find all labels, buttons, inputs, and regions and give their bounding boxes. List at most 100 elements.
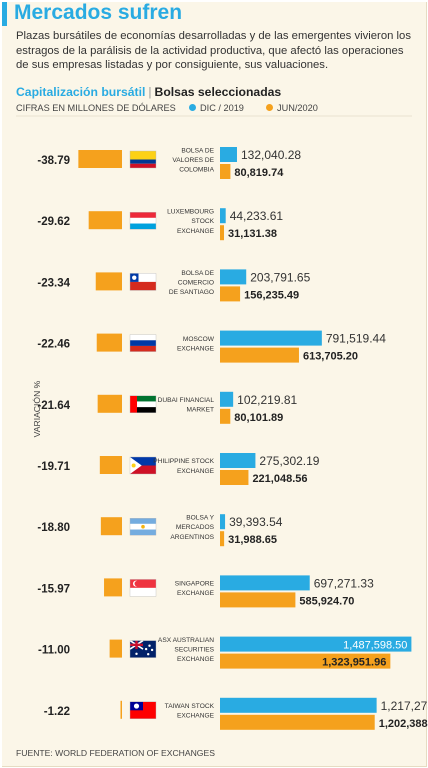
- legend-label-dec: DIC / 2019: [200, 103, 244, 113]
- legend-swatch-dec: [189, 104, 196, 111]
- variation-bar: [95, 272, 122, 291]
- exchange-name-line: EXCHANGE: [177, 345, 215, 352]
- value-label-dec-2019: 44,233.61: [230, 209, 284, 223]
- bar-dec-2019: [220, 453, 256, 468]
- exchange-name-line: EXCHANGE: [177, 590, 215, 597]
- value-label-dec-2019: 1,487,598.50: [343, 640, 407, 652]
- bar-dec-2019: [220, 208, 226, 224]
- value-label-dec-2019: 791,519.44: [326, 332, 386, 346]
- variation-label: -21.64: [37, 400, 70, 412]
- variation-bar: [99, 456, 122, 474]
- exchange-name-line: STOCK: [191, 218, 214, 225]
- exchange-name-line: DE SANTIAGO: [169, 289, 214, 296]
- exchange-name-line: EXCHANGE: [177, 656, 215, 663]
- bar-dec-2019: [220, 697, 377, 713]
- value-label-dec-2019: 102,219.81: [237, 393, 297, 407]
- value-label-jun-2020: 221,048.56: [252, 473, 307, 485]
- value-label-dec-2019: 39,393.54: [229, 515, 283, 529]
- exchange-name-line: EXCHANGE: [177, 468, 215, 475]
- variation-label: -22.46: [37, 339, 70, 351]
- variation-bar: [100, 517, 122, 536]
- bar-jun-2020: [220, 164, 231, 179]
- bar-jun-2020: [220, 653, 391, 669]
- bar-dec-2019: [220, 147, 237, 162]
- exchange-name-line: MERCADOS: [176, 524, 215, 531]
- legend-item-jun-2020: JUN/2020: [266, 103, 318, 113]
- exchange-name-line: COLOMBIA: [179, 167, 214, 174]
- exchange-name-line: EXCHANGE: [177, 228, 215, 235]
- exchange-name-line: DUBAI FINANCIAL: [158, 397, 215, 404]
- bar-jun-2020: [220, 225, 225, 241]
- bar-jun-2020: [220, 408, 231, 424]
- chart-title: Mercados sufren: [14, 1, 183, 24]
- legend-swatch-jun: [266, 104, 273, 111]
- exchange-name-line: ARGENTINOS: [170, 534, 214, 541]
- exchange-name-line: EXCHANGE: [177, 713, 215, 720]
- variation-bar: [96, 333, 122, 352]
- legend-item-dec-2019: DIC / 2019: [189, 103, 244, 113]
- variation-bar: [97, 394, 122, 413]
- value-label-jun-2020: 31,988.65: [228, 534, 277, 546]
- value-label-jun-2020: 31,131.38: [228, 228, 277, 240]
- variation-bar: [104, 578, 122, 597]
- australia-flag-icon: [129, 639, 157, 658]
- value-label-dec-2019: 275,302.19: [259, 454, 319, 468]
- variation-label: -23.34: [37, 277, 70, 289]
- variation-bar: [120, 700, 122, 719]
- exchange-name-line: BOLSA DE: [181, 270, 214, 277]
- value-label-dec-2019: 132,040.28: [241, 148, 301, 162]
- bar-dec-2019: [220, 269, 247, 285]
- exchange-name-line: SECURITIES: [174, 647, 214, 654]
- argentina-flag-icon: [129, 518, 157, 536]
- bar-dec-2019: [220, 514, 226, 530]
- russia-flag-icon: [129, 334, 157, 352]
- exchange-name-line: BOLSA Y: [186, 515, 214, 522]
- value-label-jun-2020: 80,819.74: [234, 167, 284, 179]
- exchange-name-line: PHILIPPINE STOCK: [153, 458, 214, 465]
- exchange-name-line: MARKET: [187, 407, 214, 414]
- luxembourg-flag-icon: [129, 211, 157, 230]
- units-note: CIFRAS EN MILLONES DE DÓLARES: [16, 103, 176, 113]
- variation-bar: [88, 211, 122, 230]
- section-title-capitalizacion: Capitalización bursátil: [16, 85, 146, 99]
- variation-label: -38.79: [37, 155, 70, 167]
- variation-label: -1.22: [44, 706, 70, 718]
- value-label-dec-2019: 1,217,273.58: [381, 699, 428, 713]
- variation-label: -11.00: [38, 645, 70, 657]
- title-accent-bar: [2, 2, 7, 26]
- legend-label-jun: JUN/2020: [277, 103, 318, 113]
- value-label-dec-2019: 697,271.33: [314, 576, 374, 590]
- variation-bar: [109, 639, 122, 658]
- variation-bar: [78, 150, 122, 168]
- exchange-name-line: MOSCOW: [183, 336, 215, 343]
- source-note: FUENTE: WORLD FEDERATION OF EXCHANGES: [16, 748, 215, 758]
- bar-jun-2020: [220, 531, 225, 547]
- section-separator: |: [148, 85, 152, 99]
- variation-label: -18.80: [37, 522, 70, 534]
- value-label-jun-2020: 156,235.49: [244, 289, 299, 301]
- singapore-flag-icon: [129, 579, 157, 597]
- variation-label: -19.71: [37, 461, 70, 473]
- philippines-flag-icon: [129, 456, 157, 475]
- variation-label: -15.97: [37, 583, 70, 595]
- section-title-bolsas: Bolsas seleccionadas: [154, 85, 282, 99]
- value-label-jun-2020: 613,705.20: [303, 351, 358, 363]
- exchange-name-line: SINGAPORE: [175, 581, 215, 588]
- bar-jun-2020: [220, 714, 375, 730]
- title-bar: Mercados sufren: [2, 1, 426, 26]
- exchange-name-line: ASX AUSTRALIAN: [158, 637, 214, 644]
- value-label-jun-2020: 80,101.89: [234, 412, 283, 424]
- colombia-flag-icon: [129, 150, 157, 169]
- bar-jun-2020: [220, 592, 296, 608]
- bar-dec-2019: [220, 330, 322, 346]
- bar-dec-2019: [220, 636, 412, 652]
- exchange-name-line: BOLSA DE: [181, 147, 214, 154]
- variation-label: -29.62: [37, 216, 70, 228]
- bar-jun-2020: [220, 470, 249, 485]
- exchange-name-line: LUXEMBOURG: [167, 209, 214, 216]
- bar-dec-2019: [220, 391, 234, 407]
- value-label-dec-2019: 203,791.65: [250, 270, 310, 284]
- value-label-jun-2020: 1,323,951.96: [322, 657, 386, 669]
- bar-dec-2019: [220, 575, 310, 591]
